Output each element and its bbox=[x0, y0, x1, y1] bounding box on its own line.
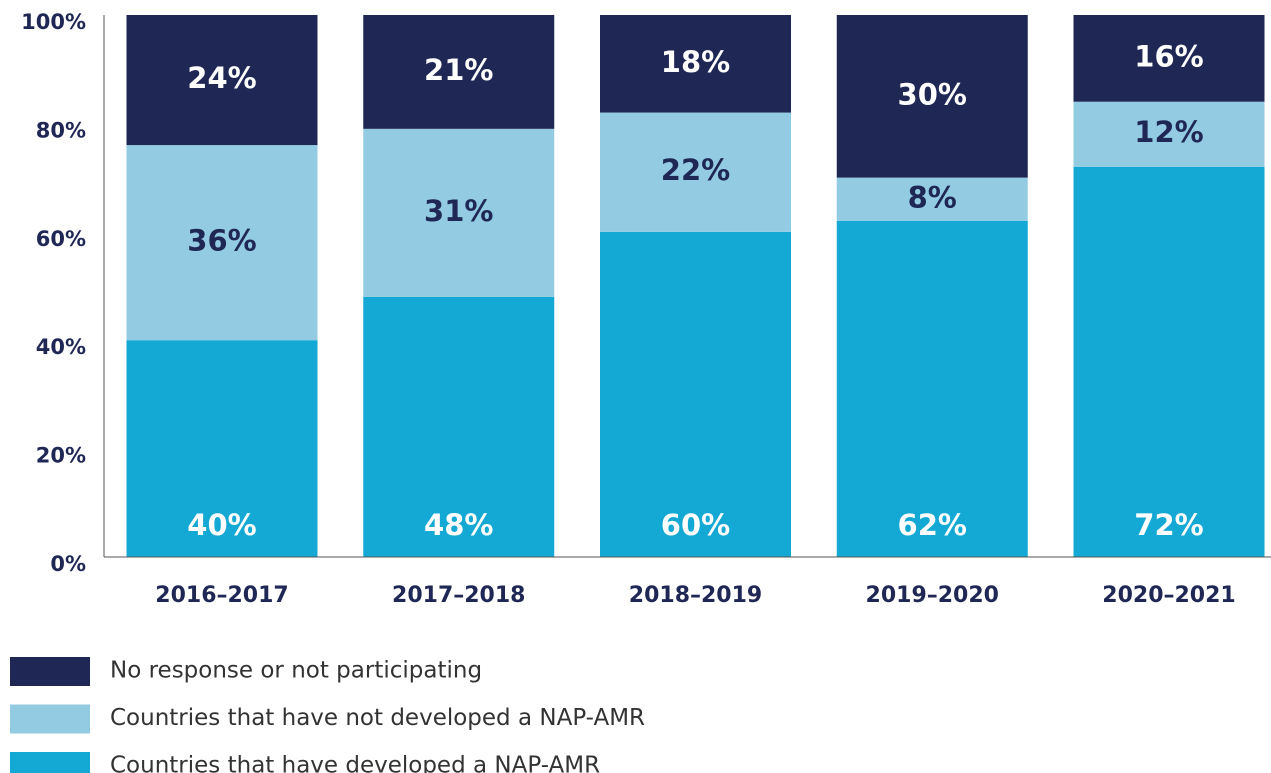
data-label: 21% bbox=[424, 53, 493, 87]
x-tick-label: 2016–2017 bbox=[155, 583, 288, 608]
data-label: 31% bbox=[424, 194, 493, 228]
data-label: 12% bbox=[1134, 115, 1203, 149]
x-tick-label: 2017–2018 bbox=[392, 583, 525, 608]
y-tick-label: 20% bbox=[36, 444, 86, 468]
y-tick-label: 60% bbox=[36, 227, 86, 251]
bar-segment bbox=[126, 340, 318, 557]
bar-segment bbox=[1073, 166, 1265, 557]
data-label: 40% bbox=[187, 508, 256, 542]
legend-swatch bbox=[10, 657, 90, 686]
bar-segment bbox=[600, 231, 791, 558]
bar-segment bbox=[126, 145, 318, 341]
bar-segment bbox=[1073, 101, 1265, 167]
data-label: 48% bbox=[424, 508, 493, 542]
legend-label: Countries that have developed a NAP-AMR bbox=[110, 753, 600, 773]
bar-segment bbox=[363, 296, 555, 557]
x-tick-label: 2019–2020 bbox=[866, 583, 999, 608]
legend-label: No response or not participating bbox=[110, 658, 482, 684]
y-tick-label: 40% bbox=[36, 335, 86, 359]
y-tick-label: 0% bbox=[50, 552, 86, 576]
legend-label: Countries that have not developed a NAP-… bbox=[110, 705, 645, 731]
bar-segment bbox=[363, 128, 555, 297]
bar-segment bbox=[1073, 15, 1265, 102]
data-label: 8% bbox=[908, 180, 957, 214]
data-label: 36% bbox=[187, 224, 256, 258]
bar-segment bbox=[363, 15, 555, 129]
bar-segment bbox=[836, 15, 1028, 178]
bar-segment bbox=[600, 112, 791, 232]
x-tick-label: 2018–2019 bbox=[629, 583, 762, 608]
bar-segment bbox=[836, 177, 1028, 221]
legend-swatch bbox=[10, 752, 90, 773]
bar-segment bbox=[836, 220, 1028, 557]
y-tick-label: 80% bbox=[36, 118, 86, 142]
data-label: 18% bbox=[661, 45, 730, 79]
data-label: 30% bbox=[898, 77, 967, 111]
bar-segment bbox=[600, 15, 791, 113]
data-label: 24% bbox=[187, 61, 256, 95]
data-label: 22% bbox=[661, 153, 730, 187]
x-tick-label: 2020–2021 bbox=[1102, 583, 1235, 608]
data-label: 62% bbox=[898, 508, 967, 542]
data-label: 60% bbox=[661, 508, 730, 542]
y-tick-label: 100% bbox=[21, 10, 86, 34]
bar-segment bbox=[126, 15, 318, 146]
legend-swatch bbox=[10, 704, 90, 734]
data-label: 72% bbox=[1134, 508, 1203, 542]
data-label: 16% bbox=[1134, 39, 1203, 73]
